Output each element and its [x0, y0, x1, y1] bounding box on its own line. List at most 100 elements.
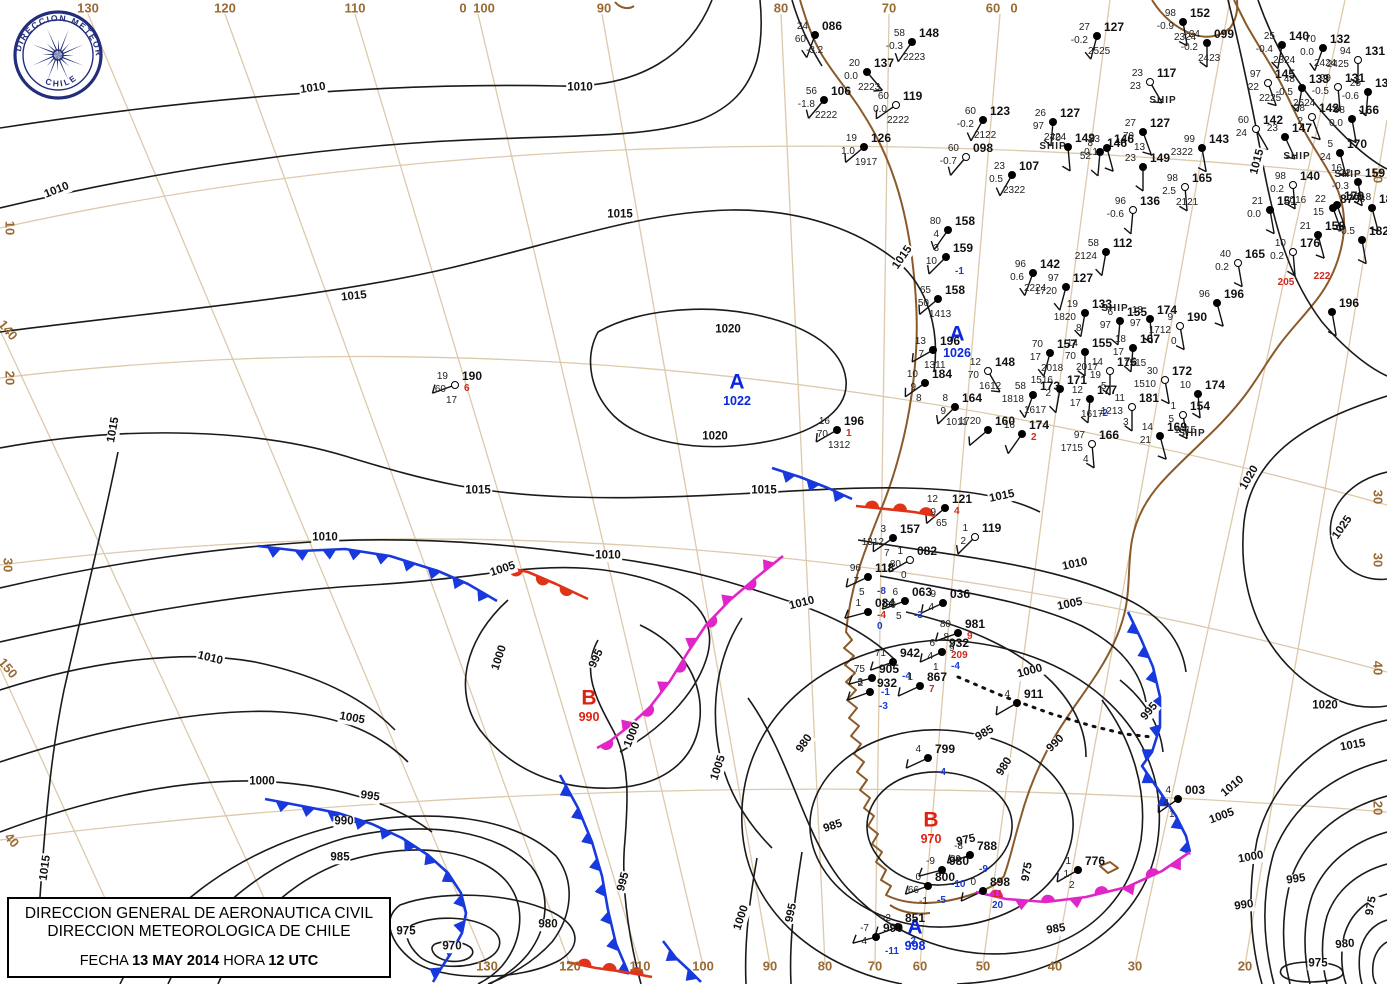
ship-label: SHIP	[1178, 428, 1206, 439]
wind-barb-tick	[1080, 416, 1089, 424]
wind-barb-tick	[894, 52, 899, 62]
high-pressure-center: A	[949, 322, 965, 346]
wind-barb-tick	[1337, 172, 1347, 177]
trough-line	[956, 675, 1154, 739]
grid-meridian	[224, 13, 571, 966]
isobar-line	[119, 815, 570, 984]
cold-front-pip	[379, 827, 393, 840]
cold-front-pip	[806, 479, 820, 492]
isobar-line	[0, 539, 896, 661]
wind-barb-tick	[1056, 872, 1059, 883]
wind-barb	[947, 854, 971, 864]
isobar-line	[406, 917, 501, 968]
wind-barb-tick	[844, 609, 849, 619]
wind-barb-tick	[1160, 399, 1170, 405]
pressure-center-value: 998	[904, 938, 926, 953]
grid-label: 70	[867, 958, 883, 974]
warm-front-pip	[602, 962, 617, 971]
wind-barb	[1043, 352, 1051, 377]
isobar-label: 1000	[248, 775, 276, 788]
wind-barb-tick	[955, 544, 959, 555]
red-annotation: 205	[1277, 277, 1295, 288]
wind-barb-tick	[904, 885, 909, 895]
wind-barb	[1267, 82, 1277, 106]
wind-barb	[1159, 435, 1167, 460]
wind-barb-tick	[1336, 224, 1346, 229]
wind-barb-tick	[1327, 331, 1337, 337]
cold-front-pip	[600, 911, 612, 925]
wind-barb-tick	[930, 240, 935, 250]
wind-barb-tick	[1104, 167, 1114, 172]
wind-barb-tick	[966, 132, 972, 142]
high-pressure-center: A	[729, 370, 745, 394]
grid-label: 20	[1370, 800, 1386, 816]
wind-barb	[1101, 251, 1107, 276]
wind-barb-tick	[1157, 455, 1167, 460]
low-pressure-center: B	[923, 808, 939, 832]
wind-barb-tick	[947, 166, 952, 176]
wind-barb-tick	[1077, 370, 1086, 377]
cold-front-line	[257, 544, 498, 603]
high-pressure-center: A	[907, 915, 923, 939]
wind-barb-tick	[946, 854, 951, 864]
wind-barb-tick	[1179, 205, 1188, 212]
warm-front-pip	[893, 503, 907, 512]
grid-meridian	[919, 13, 1001, 966]
wind-barb-tick	[1347, 138, 1357, 144]
wind-barb	[1184, 186, 1188, 211]
cold-front-pip	[1126, 621, 1139, 635]
wind-barb	[1090, 35, 1098, 60]
isobar-label: 1020	[714, 323, 742, 336]
isobar-line	[905, 611, 1087, 758]
wind-barb	[1357, 181, 1363, 206]
wind-barb-tick	[995, 705, 998, 716]
grid-label: 20	[1237, 958, 1253, 974]
occluded-front-line	[596, 554, 784, 750]
grid-label: 80	[817, 958, 833, 974]
wind-barb-tick	[848, 675, 853, 685]
agency-title: DIRECCION GENERAL DE AERONAUTICA CIVIL	[24, 905, 374, 922]
wind-barb	[1091, 443, 1095, 468]
wind-barb-tick	[1271, 61, 1279, 70]
isobar-line	[39, 451, 119, 898]
warm-front-pip	[1145, 868, 1160, 879]
wind-barb-tick	[801, 49, 808, 58]
isobar-line	[879, 575, 1147, 703]
cold-front-pip	[441, 870, 454, 883]
cold-front-pip	[453, 894, 465, 908]
wind-barb	[999, 174, 1013, 197]
wind-barb	[1149, 318, 1153, 343]
wind-barb-tick	[1287, 203, 1296, 210]
grid-label: 20	[2, 370, 18, 386]
cold-front-pip	[453, 920, 465, 934]
wind-barb	[919, 651, 943, 663]
wind-barb	[1337, 86, 1341, 111]
wind-barbs	[431, 21, 1379, 944]
wind-barb	[1182, 21, 1188, 46]
grid-label: 100	[692, 958, 714, 974]
cold-front-pip	[1069, 897, 1083, 909]
wind-barb	[1130, 347, 1134, 372]
isobar-line	[1250, 719, 1387, 984]
wind-barb	[882, 600, 906, 610]
wind-barb-tick	[1123, 365, 1132, 373]
chart-date: 13 MAY 2014	[132, 953, 220, 969]
wind-barb	[1130, 209, 1134, 234]
wind-barb	[1216, 302, 1224, 327]
wind-barb	[905, 757, 929, 769]
cold-front-pip	[665, 949, 678, 961]
wind-barb-tick	[1286, 156, 1296, 160]
wind-barb	[815, 429, 838, 443]
wind-barb-tick	[1291, 104, 1299, 113]
warm-front-pip	[1041, 894, 1055, 903]
cold-front-pip	[452, 577, 466, 590]
coastline-path	[1151, 0, 1239, 38]
isobar-label: 980	[537, 918, 559, 931]
cold-front-pip	[594, 883, 606, 897]
grid-meridian	[780, 13, 826, 966]
wind-barb-tick	[1019, 287, 1026, 296]
wind-barb-tick	[920, 604, 924, 614]
hora-label: HORA	[223, 953, 265, 969]
cold-front-pip	[1122, 883, 1136, 896]
grid-meridian	[874, 13, 890, 966]
